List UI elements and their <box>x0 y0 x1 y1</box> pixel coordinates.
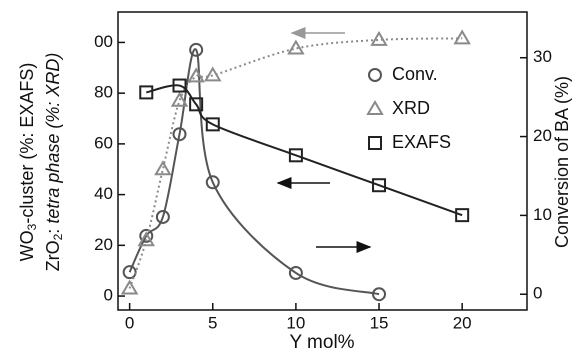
y2-tick-label: 0 <box>533 284 542 303</box>
label-part: tetra phase (%: XRD) <box>43 53 63 224</box>
y2-tick-label: 10 <box>533 205 552 224</box>
x-axis-label: Y mol% <box>289 332 354 353</box>
y-axis-label: WO3-cluster (%: EXAFS) <box>17 63 39 262</box>
point <box>366 100 384 115</box>
point <box>187 67 205 83</box>
y-axis-label: ZrO2: tetra phase (%: XRD) <box>43 53 65 272</box>
label-part: 2 <box>51 233 65 240</box>
point <box>154 160 172 176</box>
y-tick-label: 60 <box>94 133 113 152</box>
point <box>189 42 204 57</box>
point <box>189 97 204 112</box>
label-part: WO <box>17 230 37 261</box>
y2-tick-label: 30 <box>533 47 552 66</box>
x-tick-label: 0 <box>125 313 134 332</box>
legend-label: Conv. <box>392 64 438 84</box>
point <box>368 68 382 82</box>
y2-tick-label: 20 <box>533 126 552 145</box>
point <box>453 29 471 45</box>
point <box>205 117 220 132</box>
y2-axis-label: Conversion of BA (%) <box>552 76 572 248</box>
x-tick-label: 10 <box>286 313 305 332</box>
point <box>287 39 305 55</box>
label-part: : <box>43 224 63 234</box>
point <box>368 136 382 150</box>
y-tick-label: 80 <box>94 83 113 102</box>
y-tick-label: 00 <box>94 32 113 51</box>
series-line <box>146 84 463 217</box>
point <box>122 265 137 280</box>
point <box>205 175 220 190</box>
point <box>455 208 470 223</box>
x-tick-label: 5 <box>208 313 217 332</box>
point <box>172 127 187 142</box>
point <box>139 85 154 100</box>
point <box>372 178 387 193</box>
label-part: -cluster (%: EXAFS) <box>17 63 37 224</box>
plot-frame <box>117 11 528 311</box>
series-line <box>128 48 380 296</box>
point <box>204 66 222 82</box>
label-part: 3 <box>25 223 39 230</box>
label-part: ZrO <box>43 240 63 271</box>
point <box>137 231 156 247</box>
y-tick-label: 0 <box>104 286 113 305</box>
point <box>170 91 189 107</box>
x-tick-label: 15 <box>370 313 389 332</box>
plot-area <box>120 29 471 302</box>
y-tick-label: 40 <box>94 184 113 203</box>
point <box>172 78 187 93</box>
y-tick-label: 20 <box>94 235 113 254</box>
point <box>120 279 139 295</box>
legend-label: XRD <box>392 98 430 118</box>
point <box>288 265 303 280</box>
x-tick-label: 20 <box>453 313 472 332</box>
legend-label: EXAFS <box>392 132 451 152</box>
point <box>372 287 387 302</box>
point <box>370 30 388 46</box>
point <box>155 209 170 224</box>
point <box>139 228 154 243</box>
point <box>288 148 303 163</box>
series-line <box>128 37 463 289</box>
